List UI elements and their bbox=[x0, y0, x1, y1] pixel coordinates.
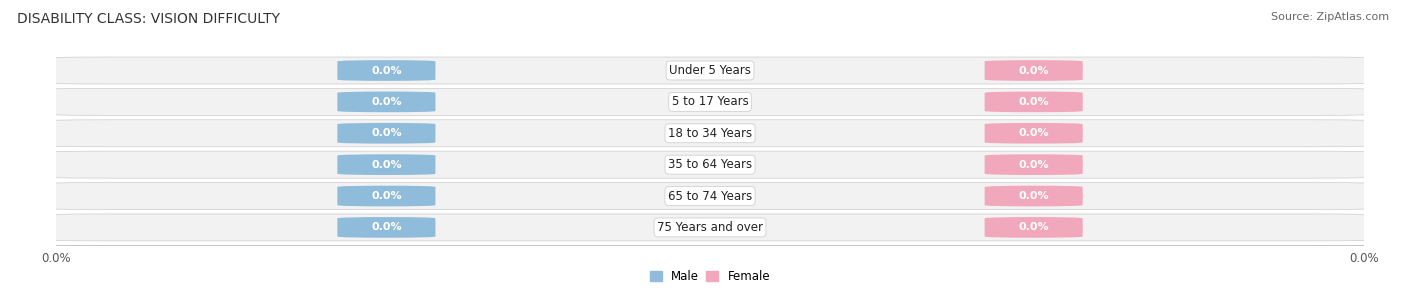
FancyBboxPatch shape bbox=[984, 186, 1083, 206]
FancyBboxPatch shape bbox=[337, 217, 436, 238]
FancyBboxPatch shape bbox=[30, 151, 1391, 178]
Text: 0.0%: 0.0% bbox=[371, 128, 402, 138]
Text: Under 5 Years: Under 5 Years bbox=[669, 64, 751, 77]
Text: 0.0%: 0.0% bbox=[371, 223, 402, 233]
Text: 0.0%: 0.0% bbox=[1018, 128, 1049, 138]
Text: 65 to 74 Years: 65 to 74 Years bbox=[668, 189, 752, 202]
FancyBboxPatch shape bbox=[30, 182, 1391, 209]
FancyBboxPatch shape bbox=[984, 60, 1083, 81]
Text: 5 to 17 Years: 5 to 17 Years bbox=[672, 95, 748, 109]
Text: 75 Years and over: 75 Years and over bbox=[657, 221, 763, 234]
FancyBboxPatch shape bbox=[30, 120, 1391, 147]
Text: 0.0%: 0.0% bbox=[1018, 65, 1049, 75]
FancyBboxPatch shape bbox=[30, 88, 1391, 116]
Text: 35 to 64 Years: 35 to 64 Years bbox=[668, 158, 752, 171]
Text: 0.0%: 0.0% bbox=[371, 160, 402, 170]
FancyBboxPatch shape bbox=[984, 123, 1083, 143]
FancyBboxPatch shape bbox=[337, 123, 436, 143]
FancyBboxPatch shape bbox=[30, 214, 1391, 241]
Text: 0.0%: 0.0% bbox=[1018, 97, 1049, 107]
FancyBboxPatch shape bbox=[984, 92, 1083, 112]
Text: 0.0%: 0.0% bbox=[1018, 160, 1049, 170]
Text: 0.0%: 0.0% bbox=[371, 65, 402, 75]
Text: 0.0%: 0.0% bbox=[371, 97, 402, 107]
Legend: Male, Female: Male, Female bbox=[650, 270, 770, 283]
FancyBboxPatch shape bbox=[30, 57, 1391, 84]
FancyBboxPatch shape bbox=[984, 154, 1083, 175]
FancyBboxPatch shape bbox=[337, 154, 436, 175]
FancyBboxPatch shape bbox=[337, 186, 436, 206]
Text: 18 to 34 Years: 18 to 34 Years bbox=[668, 127, 752, 140]
FancyBboxPatch shape bbox=[984, 217, 1083, 238]
Text: 0.0%: 0.0% bbox=[1018, 191, 1049, 201]
FancyBboxPatch shape bbox=[337, 92, 436, 112]
Text: Source: ZipAtlas.com: Source: ZipAtlas.com bbox=[1271, 12, 1389, 22]
Text: 0.0%: 0.0% bbox=[371, 191, 402, 201]
FancyBboxPatch shape bbox=[337, 60, 436, 81]
Text: 0.0%: 0.0% bbox=[1018, 223, 1049, 233]
Text: DISABILITY CLASS: VISION DIFFICULTY: DISABILITY CLASS: VISION DIFFICULTY bbox=[17, 12, 280, 26]
